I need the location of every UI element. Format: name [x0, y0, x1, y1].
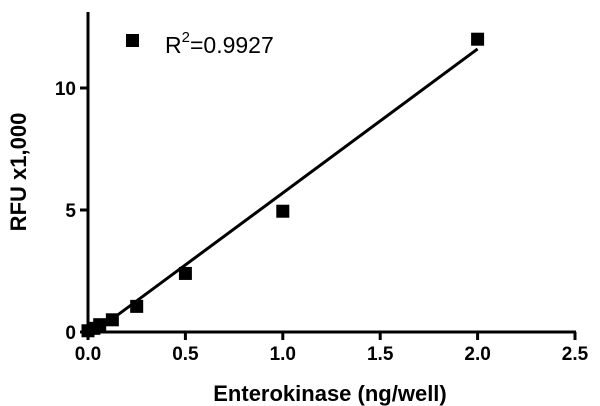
x-tick-label: 2.5 [562, 344, 589, 365]
x-tick-label: 1.5 [367, 344, 394, 365]
legend-label: R2=0.9927 [165, 29, 274, 58]
r2-value: =0.9927 [190, 32, 274, 58]
r2-exponent: 2 [182, 29, 190, 46]
y-tick-label: 0 [65, 323, 76, 344]
data-point [93, 318, 107, 332]
x-tick-label: 0.0 [75, 344, 101, 365]
axes [86, 12, 576, 334]
x-tick-label: 0.5 [172, 344, 199, 365]
data-point [471, 32, 485, 46]
fit-line-layer [87, 47, 479, 339]
y-tick-label: 10 [55, 79, 76, 100]
x-axis-title: Enterokinase (ng/well) [213, 381, 447, 406]
x-tick-label: 1.0 [270, 344, 296, 365]
fit-line [87, 47, 479, 339]
data-point [105, 313, 119, 327]
data-point [130, 299, 144, 313]
data-points [81, 32, 485, 338]
legend: R2=0.9927 [126, 29, 274, 58]
data-point [178, 266, 192, 280]
y-tick-label: 5 [65, 201, 76, 222]
data-point [276, 204, 290, 218]
ticks: 0.0 0.5 1.0 1.5 2.0 2.5 0 5 10 [55, 79, 589, 365]
x-tick-label: 2.0 [464, 344, 490, 365]
legend-marker [126, 34, 139, 47]
y-axis-title: RFU x1,000 [6, 113, 31, 232]
r2-prefix: R [165, 32, 182, 58]
